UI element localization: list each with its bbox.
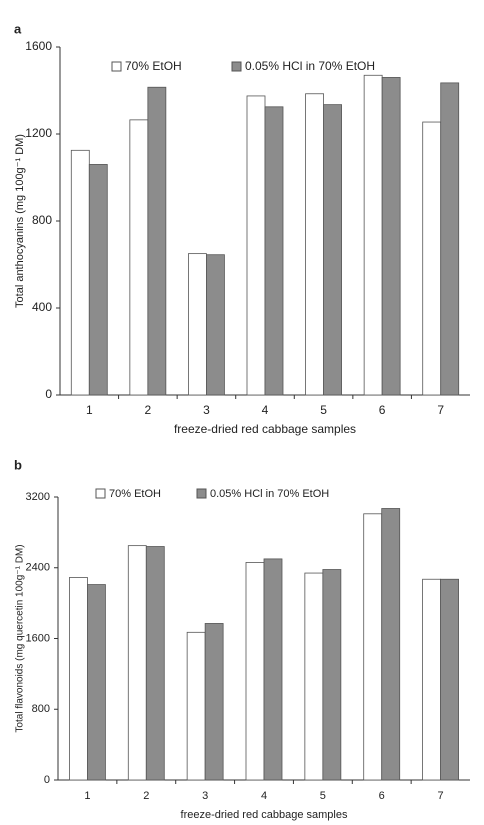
bar (440, 82, 460, 396)
bar (186, 631, 206, 781)
legend-swatch (231, 61, 242, 72)
legend-swatch (111, 61, 122, 72)
bar (246, 95, 266, 396)
x-tick-label: 2 (143, 790, 149, 802)
bar (70, 149, 90, 396)
legend-label: 0.05% HCl in 70% EtOH (245, 59, 375, 73)
y-tick-label: 1200 (25, 126, 52, 140)
x-tick-label: 5 (320, 790, 326, 802)
y-tick-label: 400 (32, 300, 52, 314)
bar (127, 545, 147, 781)
bar (304, 572, 324, 781)
x-tick-label: 1 (86, 403, 93, 417)
y-tick-label: 0 (45, 387, 52, 401)
bar (381, 77, 401, 396)
bar (147, 86, 167, 396)
bar (188, 253, 207, 396)
y-axis-label: Total anthocyanins (mg 100g⁻¹ DM) (14, 134, 26, 308)
x-tick-label: 7 (437, 403, 444, 417)
legend-label: 0.05% HCl in 70% EtOH (210, 488, 329, 500)
bar (264, 106, 284, 396)
legend-label: 70% EtOH (109, 488, 161, 500)
bar (87, 584, 106, 781)
bar (305, 93, 324, 396)
y-tick-label: 1600 (26, 632, 50, 644)
bar (145, 546, 165, 781)
y-tick-label: 2400 (26, 562, 50, 574)
x-tick-label: 2 (145, 403, 152, 417)
x-tick-label: 3 (202, 790, 208, 802)
panel-label: a (14, 21, 22, 36)
bar (440, 578, 459, 781)
y-tick-label: 800 (32, 703, 50, 715)
x-axis-label: freeze-dried red cabbage samples (181, 809, 348, 821)
y-tick-label: 800 (32, 213, 52, 227)
x-tick-label: 4 (262, 403, 269, 417)
bar (323, 104, 342, 396)
bar (422, 121, 442, 396)
x-tick-label: 7 (438, 790, 444, 802)
x-tick-label: 5 (320, 403, 327, 417)
y-tick-label: 0 (44, 774, 50, 786)
bar (129, 119, 149, 396)
legend-label: 70% EtOH (125, 59, 182, 73)
bar (245, 562, 265, 781)
bar (204, 623, 224, 781)
y-axis-label: Total flavonoids (mg quercetin 100g⁻¹ DM… (15, 544, 26, 732)
bar (422, 578, 441, 781)
legend-swatch (95, 488, 106, 499)
x-axis-label: freeze-dried red cabbage samples (174, 422, 356, 436)
x-tick-label: 6 (379, 790, 385, 802)
bar (263, 558, 283, 781)
y-tick-label: 1600 (25, 39, 52, 53)
bar (69, 577, 88, 781)
y-tick-label: 3200 (26, 491, 50, 503)
x-tick-label: 4 (261, 790, 267, 802)
panel-label: b (14, 457, 22, 472)
legend-swatch (196, 488, 207, 499)
bar (322, 569, 342, 781)
bar (363, 513, 383, 781)
x-tick-label: 3 (203, 403, 210, 417)
bar (363, 74, 383, 396)
bar (381, 508, 401, 781)
x-tick-label: 1 (84, 790, 90, 802)
x-tick-label: 6 (379, 403, 386, 417)
bar (206, 254, 225, 396)
bar (88, 164, 108, 396)
